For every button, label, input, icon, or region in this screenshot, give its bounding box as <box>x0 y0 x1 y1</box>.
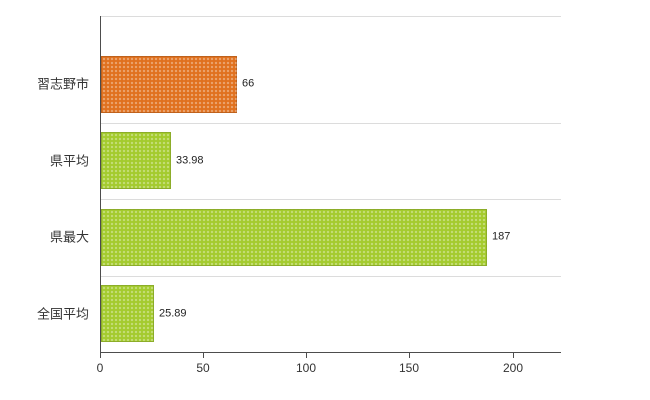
x-tick-mark <box>513 353 514 358</box>
gridline <box>101 199 561 200</box>
category-label: 県最大 <box>49 229 89 245</box>
x-tick-label: 0 <box>96 361 104 375</box>
bar-0 <box>101 55 237 113</box>
x-tick-label: 50 <box>196 361 210 375</box>
x-tick-mark <box>409 353 410 358</box>
x-axis: 0 50 100 150 200 <box>96 353 570 383</box>
bar-1 <box>101 132 171 190</box>
x-tick-label: 100 <box>295 361 317 375</box>
bar-2 <box>101 208 487 266</box>
category-label: 全国平均 <box>36 306 89 322</box>
bar-value-label: 66 <box>242 77 255 90</box>
x-tick-mark <box>100 353 101 358</box>
gridline <box>101 275 561 277</box>
x-tick-mark <box>203 353 204 358</box>
x-tick-label: 200 <box>502 361 524 375</box>
category-label: 習志野市 <box>36 76 89 92</box>
plot-area: 66 33.98 187 25.89 <box>100 16 561 353</box>
category-label: 県平均 <box>49 153 89 169</box>
bar-value-label: 187 <box>492 230 511 243</box>
x-tick-label: 150 <box>398 361 420 375</box>
bar-value-label: 25.89 <box>159 307 187 320</box>
y-axis-labels: 習志野市県平均県最大全国平均 <box>0 16 94 352</box>
bar-value-label: 33.98 <box>176 154 204 167</box>
x-tick-mark <box>306 353 307 358</box>
bar-3 <box>101 285 154 343</box>
gridline <box>101 122 561 124</box>
gridline-top <box>101 16 561 17</box>
